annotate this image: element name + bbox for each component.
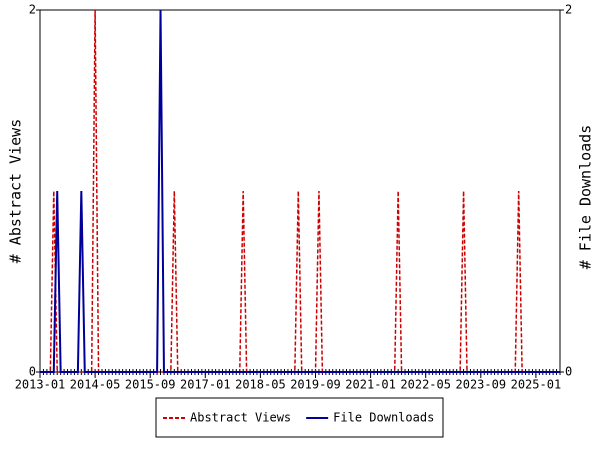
- legend-box: [155, 397, 444, 438]
- x-tick-label: 2014-05: [70, 378, 121, 392]
- x-tick-label: 2013-01: [15, 378, 66, 392]
- y2-tick-label: 2: [565, 3, 572, 17]
- y-tick-label: 2: [29, 3, 36, 17]
- x-tick-label: 2015-09: [125, 378, 176, 392]
- y2-axis-label: # File Downloads: [577, 125, 595, 270]
- series-line: [40, 9, 560, 373]
- x-tick-label: 2022-05: [400, 378, 451, 392]
- x-tick-label: 2018-05: [235, 378, 286, 392]
- y-tick-label: 0: [29, 365, 36, 379]
- legend-label: File Downloads: [333, 411, 434, 425]
- x-tick-label: 2023-09: [456, 378, 507, 392]
- y-axis-label: # Abstract Views: [7, 119, 25, 264]
- x-tick-label: 2017-01: [180, 378, 231, 392]
- x-tick-label: 2019-09: [290, 378, 341, 392]
- y2-tick-label: 0: [565, 365, 572, 379]
- x-tick-label: 2021-01: [345, 378, 396, 392]
- legend-label: Abstract Views: [190, 411, 291, 425]
- plot-frame: [39, 9, 561, 373]
- x-tick-label: 2025-01: [511, 378, 562, 392]
- series-line: [40, 9, 560, 373]
